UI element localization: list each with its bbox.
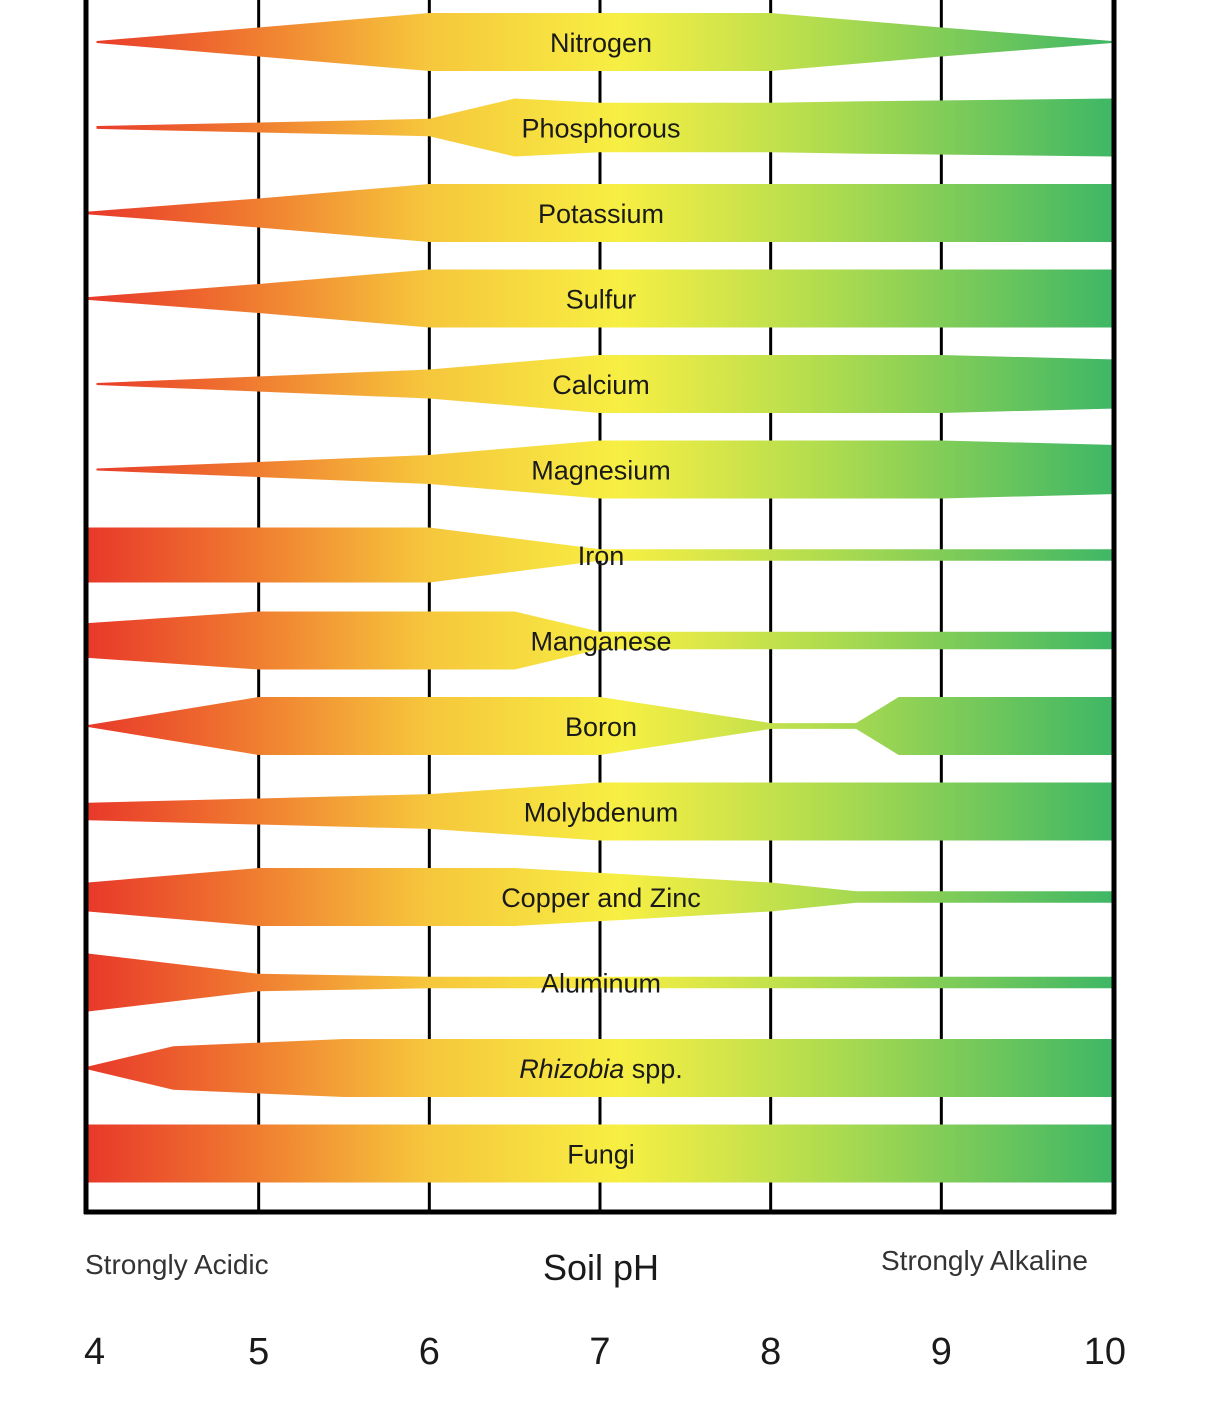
vertical-gridlines [257,0,943,1212]
band-manganese [88,611,1112,670]
band-label-molybdenum: Molybdenum [524,798,679,828]
x-axis-title: Soil pH [543,1247,659,1288]
band-label-phosphorous: Phosphorous [521,114,680,144]
band-magnesium [96,440,1112,499]
chart-frame [83,0,1117,1215]
tick-label-10: 10 [1084,1331,1126,1373]
tick-label-5: 5 [248,1331,269,1373]
right-annotation: Strongly Alkaline [881,1245,1088,1276]
nutrient-bands: Nitrogen Phosphorous Potassium Sulfur Calciu… [88,13,1112,1183]
band-label-boron: Boron [565,712,637,742]
tick-label-9: 9 [931,1331,952,1373]
band-label-manganese: Manganese [530,627,671,657]
band-label-iron: Iron [578,541,625,571]
tick-label-8: 8 [760,1331,781,1373]
band-label-calcium: Calcium [552,370,650,400]
band-label-fungi: Fungi [567,1140,635,1170]
band-label-sulfur: Sulfur [566,285,637,315]
tick-label-7: 7 [589,1331,610,1373]
band-phosphorous [96,98,1112,157]
band-label-potassium: Potassium [538,199,664,229]
band-rhizobia-spp [88,1039,1112,1097]
band-molybdenum [88,782,1112,841]
band-nitrogen [96,13,1112,71]
band-label-aluminum: Aluminum [541,969,661,999]
band-calcium [96,355,1112,413]
band-fungi [88,1124,1112,1183]
band-copper-and-zinc [88,868,1112,926]
tick-label-4: 4 [84,1331,105,1373]
band-potassium [88,184,1112,242]
axis-text: Strongly Acidic Soil pH Strongly Alkalin… [85,1245,1088,1288]
tick-label-6: 6 [419,1331,440,1373]
band-label-rhizobia-spp: Rhizobia spp. [519,1054,683,1084]
band-boron [88,697,1112,755]
band-aluminum [88,953,1112,1012]
left-annotation: Strongly Acidic [85,1249,269,1280]
band-label-nitrogen: Nitrogen [550,28,652,58]
band-label-magnesium: Magnesium [531,456,671,486]
band-label-copper-and-zinc: Copper and Zinc [501,883,701,913]
band-iron [88,527,1112,583]
band-sulfur [88,269,1112,328]
x-tick-labels: 4 5 6 7 8 9 10 [84,1331,1126,1373]
band-label-italic: Rhizobia [519,1054,624,1084]
